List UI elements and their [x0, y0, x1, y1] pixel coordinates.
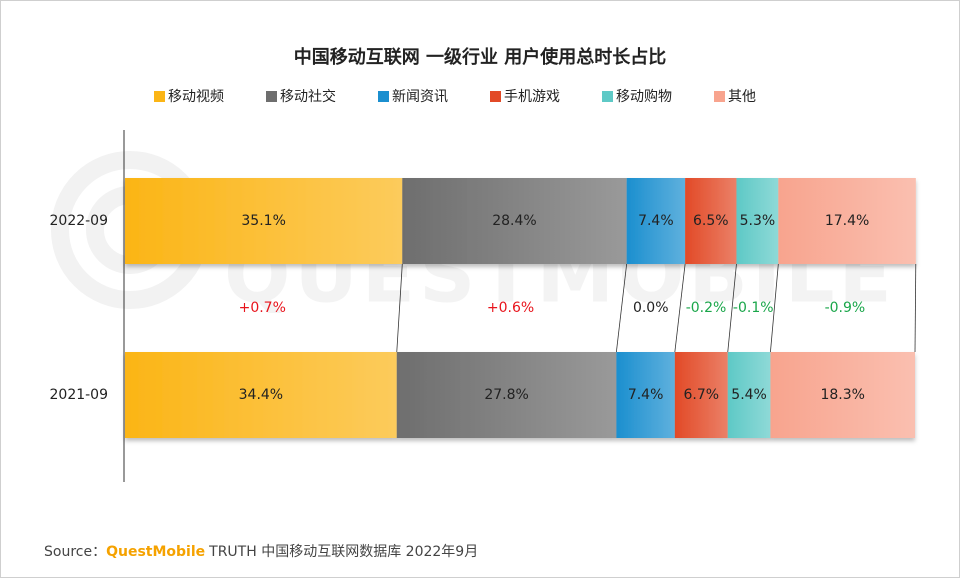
- bar-sheen: [616, 352, 675, 438]
- value-label: 5.3%: [740, 213, 776, 229]
- value-label: 34.4%: [239, 387, 283, 403]
- source: Source：QuestMobile TRUTH 中国移动互联网数据库 2022年…: [44, 544, 478, 560]
- legend-label: 手机游戏: [504, 89, 560, 105]
- source-brand: QuestMobile: [106, 544, 205, 560]
- bar-sheen: [770, 352, 915, 438]
- legend-swatch: [154, 91, 165, 102]
- legend-label: 新闻资讯: [392, 89, 448, 105]
- connector: [914, 263, 917, 353]
- connector: [615, 263, 628, 353]
- bar-sheen: [778, 178, 916, 264]
- legend-swatch: [490, 91, 501, 102]
- legend-label: 其他: [728, 89, 756, 105]
- legend-swatch: [602, 91, 613, 102]
- legend-swatch: [714, 91, 725, 102]
- value-label: 35.1%: [241, 213, 285, 229]
- value-label: 5.4%: [731, 387, 767, 403]
- change-label: 0.0%: [633, 300, 669, 316]
- bar-sheen: [674, 352, 728, 438]
- connector: [727, 263, 737, 353]
- legend-label: 移动社交: [280, 88, 336, 105]
- bar-sheen: [727, 352, 771, 438]
- bar-sheen: [685, 178, 737, 264]
- bar-sheen: [125, 352, 397, 438]
- legend-swatch: [378, 91, 389, 102]
- y-tick-label: 2021-09: [50, 387, 109, 403]
- change-label: -0.1%: [733, 300, 774, 316]
- legend-label: 移动视频: [168, 89, 224, 105]
- value-label: 6.7%: [684, 387, 720, 403]
- connector: [770, 263, 779, 353]
- source-text: TRUTH 中国移动互联网数据库 2022年9月: [208, 544, 478, 560]
- bar-row: [125, 352, 915, 438]
- source-label: Source：: [44, 544, 106, 560]
- legend-swatch: [266, 91, 277, 102]
- connector: [396, 263, 403, 353]
- value-label: 7.4%: [638, 213, 674, 229]
- change-label: -0.9%: [825, 300, 866, 316]
- value-label: 18.3%: [820, 387, 864, 403]
- bar-sheen: [736, 178, 779, 264]
- value-label: 6.5%: [693, 213, 729, 229]
- bar-sheen: [396, 352, 617, 438]
- chart-title: 中国移动互联网 一级行业 用户使用总时长占比: [294, 46, 667, 68]
- bar-sheen: [125, 178, 403, 264]
- change-label: -0.2%: [686, 300, 727, 316]
- bar-sheen: [402, 178, 627, 264]
- change-label: +0.6%: [487, 300, 534, 316]
- y-tick-label: 2022-09: [50, 213, 109, 229]
- bar-row: [125, 178, 916, 264]
- value-label: 27.8%: [484, 387, 528, 403]
- value-label: 28.4%: [492, 213, 536, 229]
- bar-sheen: [626, 178, 686, 264]
- connector: [674, 263, 686, 353]
- value-label: 17.4%: [825, 213, 869, 229]
- legend-label: 移动购物: [616, 89, 672, 105]
- change-label: +0.7%: [239, 300, 286, 316]
- value-label: 7.4%: [628, 387, 664, 403]
